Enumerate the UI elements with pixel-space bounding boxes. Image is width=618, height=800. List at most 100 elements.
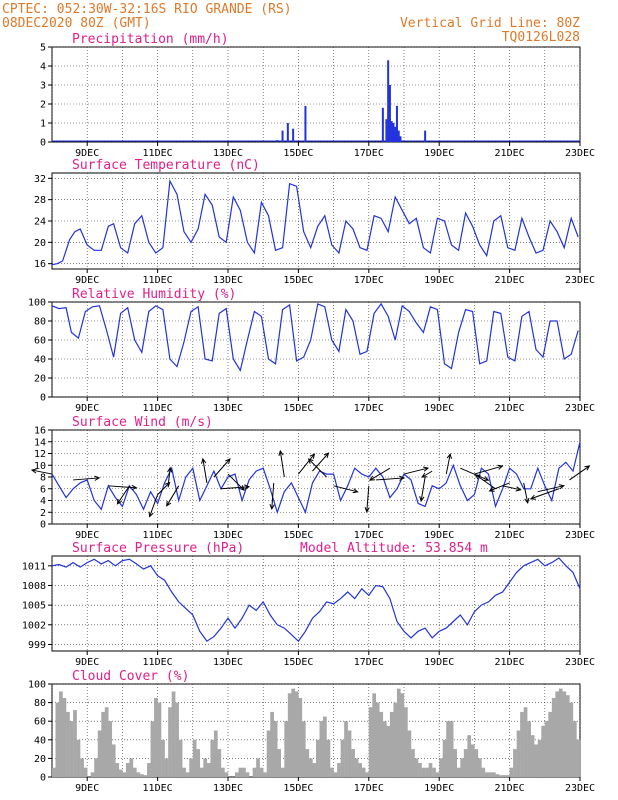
cloud-bar — [178, 739, 183, 777]
wind-arrow — [368, 467, 391, 481]
wind-arrow — [569, 465, 591, 481]
cloud-bar — [69, 721, 74, 777]
cloud-bar — [414, 758, 419, 777]
cloud-bar — [291, 688, 296, 777]
cloud-bar — [203, 758, 208, 777]
cloud-bar — [506, 775, 510, 777]
precip-bar — [394, 126, 397, 142]
x-tick-label: 23DEC — [565, 148, 595, 159]
cloud-bar — [565, 695, 570, 777]
cloud-bar — [344, 721, 348, 777]
x-tick-label: 15DEC — [283, 783, 313, 794]
y-tick-label: 24 — [34, 217, 46, 228]
cloud-bar — [245, 772, 250, 777]
wind-arrow-shaft — [73, 477, 100, 481]
x-tick-label: 11DEC — [143, 530, 173, 541]
wind-arrow — [523, 482, 530, 505]
cloud-bar — [94, 758, 98, 777]
wind-arrow-head — [323, 452, 330, 459]
precip-bar — [399, 136, 402, 142]
wind-arrow — [116, 485, 130, 505]
x-tick-label: 11DEC — [143, 783, 173, 794]
x-tick-label: 23DEC — [565, 783, 595, 794]
wind-arrow-shaft — [298, 453, 315, 475]
x-tick-label: 17DEC — [354, 275, 384, 286]
x-tick-label: 21DEC — [495, 657, 525, 668]
x-tick-label: 13DEC — [213, 148, 243, 159]
cloud-bar — [407, 730, 412, 777]
cloud-bar — [382, 721, 387, 777]
cloud-bar — [361, 767, 366, 777]
y-tick-label: 16 — [34, 426, 46, 437]
x-tick-label: 11DEC — [143, 148, 173, 159]
wind-arrow — [201, 457, 208, 483]
x-tick-label: 19DEC — [424, 657, 454, 668]
wind-arrow-head — [309, 453, 316, 460]
x-tick-label: 19DEC — [424, 783, 454, 794]
wind-arrow-shaft — [502, 485, 521, 491]
cloud-bar — [104, 707, 109, 777]
y-tick-label: 0 — [40, 393, 46, 404]
cloud-bar — [418, 763, 422, 777]
wind-arrow-head — [483, 476, 490, 481]
cloud-bar — [118, 769, 123, 777]
cloud-bar — [516, 730, 521, 777]
wind-arrow-shaft — [213, 458, 231, 478]
x-tick-label: 15DEC — [283, 657, 313, 668]
wind-arrow-head — [421, 472, 428, 478]
wind-arrow — [502, 485, 522, 492]
x-tick-label: 9DEC — [75, 148, 99, 159]
cloud-bar — [333, 772, 338, 777]
precip-bar — [395, 105, 398, 142]
cloud-bar — [396, 688, 401, 777]
cloud-bar — [238, 767, 243, 777]
wind-arrow — [403, 466, 430, 475]
cloud-bar — [492, 772, 496, 777]
y-tick-label: 20 — [34, 374, 46, 385]
wind-arrow-head — [166, 500, 172, 507]
cloud-bar — [312, 763, 317, 777]
cloud-bar — [129, 758, 134, 777]
header: CPTEC: 052:30W-32:16S RIO GRANDE (RS) 08… — [2, 2, 580, 45]
y-tick-label: 20 — [34, 238, 46, 249]
cloud-bar — [572, 721, 577, 777]
cloud-bar — [354, 758, 359, 777]
cloud-bar — [351, 749, 355, 777]
x-tick-label: 23DEC — [565, 403, 595, 414]
cloud-bar — [527, 721, 531, 777]
x-tick-label: 19DEC — [424, 275, 454, 286]
cloud-bar — [62, 697, 67, 777]
precip-bar — [392, 123, 395, 142]
wind-arrow-head — [244, 484, 251, 490]
cloud-bar — [323, 716, 327, 777]
wind-arrow-shaft — [475, 474, 496, 490]
y-tick-label: 32 — [34, 174, 46, 185]
cloud-bar — [164, 758, 169, 777]
cloud-bar — [411, 749, 415, 777]
wind-arrow — [419, 476, 426, 503]
wind-arrow-head — [364, 507, 370, 513]
cloud-bar — [439, 758, 443, 777]
wind-arrow-shaft — [157, 482, 170, 495]
y-tick-label: 0 — [40, 773, 46, 784]
cloud-bar — [389, 711, 394, 777]
wind-arrow-shaft — [537, 485, 564, 493]
cloud-bar — [83, 767, 88, 777]
cloud-bar — [301, 721, 306, 777]
wind-arrow — [213, 458, 231, 478]
cloud-bar — [365, 772, 369, 777]
x-tick-label: 9DEC — [75, 530, 99, 541]
wind-arrow-head — [529, 494, 536, 500]
cloud-bar — [175, 702, 179, 777]
y-tick-label: 28 — [34, 195, 46, 206]
x-tick-label: 13DEC — [213, 657, 243, 668]
wind-arrow-shaft — [403, 467, 429, 475]
y-tick-label: 14 — [34, 437, 46, 448]
cloud-bar — [393, 702, 398, 777]
cloud-bar — [488, 772, 493, 777]
wind-arrow — [166, 485, 180, 507]
y-tick-label: 4 — [40, 496, 46, 507]
x-tick-label: 9DEC — [75, 403, 99, 414]
wind-arrow-head — [558, 484, 565, 490]
wind-arrow-shaft — [375, 477, 404, 481]
